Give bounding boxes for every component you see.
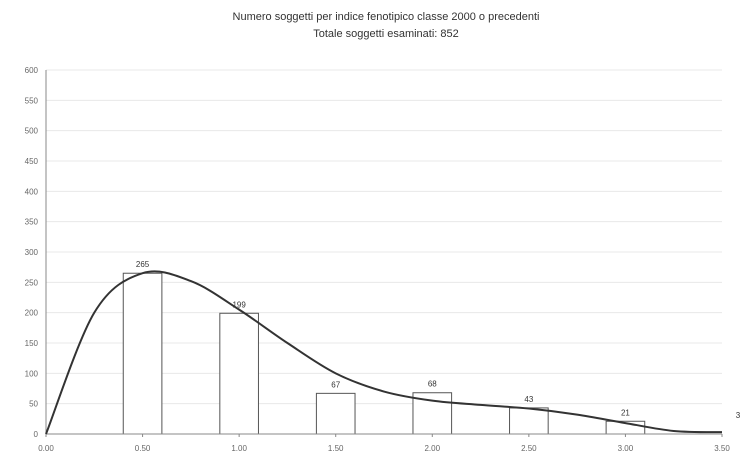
x-tick-label: 3.50 [714, 444, 730, 453]
y-tick-label: 200 [25, 309, 39, 318]
y-tick-label: 100 [25, 369, 39, 378]
y-tick-label: 50 [29, 400, 38, 409]
y-tick-label: 500 [25, 127, 39, 136]
bar [122, 272, 163, 435]
y-tick-label: 0 [34, 430, 39, 439]
y-tick-label: 550 [25, 96, 39, 105]
x-tick-label: 0.00 [38, 444, 54, 453]
y-tick-label: 300 [25, 248, 39, 257]
bar-value-label: 68 [428, 380, 437, 389]
y-tick-label: 400 [25, 187, 39, 196]
y-tick-label: 600 [25, 66, 39, 75]
x-tick-label: 3.00 [618, 444, 634, 453]
y-tick-label: 150 [25, 339, 39, 348]
bar-value-label: 199 [232, 300, 246, 309]
x-tick-label: 2.00 [424, 444, 440, 453]
bars [122, 272, 646, 435]
bar [315, 392, 356, 435]
bar-value-label: 67 [331, 380, 340, 389]
bar [509, 407, 549, 435]
bar-value-label: 265 [136, 260, 150, 269]
axes: 0 50 100 150 200 250 300 350 400 450 500 550 600 0.00… [25, 66, 731, 453]
y-tick-label: 250 [25, 278, 39, 287]
bar [219, 312, 259, 435]
trend-curve-layer [45, 270, 723, 435]
data-labels: 265 199 67 68 43 21 3 [136, 260, 741, 420]
curve-end-label: 3 [736, 411, 741, 420]
trend-curve [45, 270, 723, 435]
chart-title: Numero soggetti per indice fenotipico cl… [233, 11, 540, 23]
bar-value-label: 21 [621, 408, 630, 417]
x-tick-label: 2.50 [521, 444, 537, 453]
x-tick-label: 1.00 [231, 444, 247, 453]
x-tick-label: 0.50 [135, 444, 151, 453]
y-tick-label: 450 [25, 157, 39, 166]
chart-subtitle: Totale soggetti esaminati: 852 [313, 28, 459, 40]
x-tick-label: 1.50 [328, 444, 344, 453]
y-tick-label: 350 [25, 218, 39, 227]
bar-value-label: 43 [524, 395, 533, 404]
